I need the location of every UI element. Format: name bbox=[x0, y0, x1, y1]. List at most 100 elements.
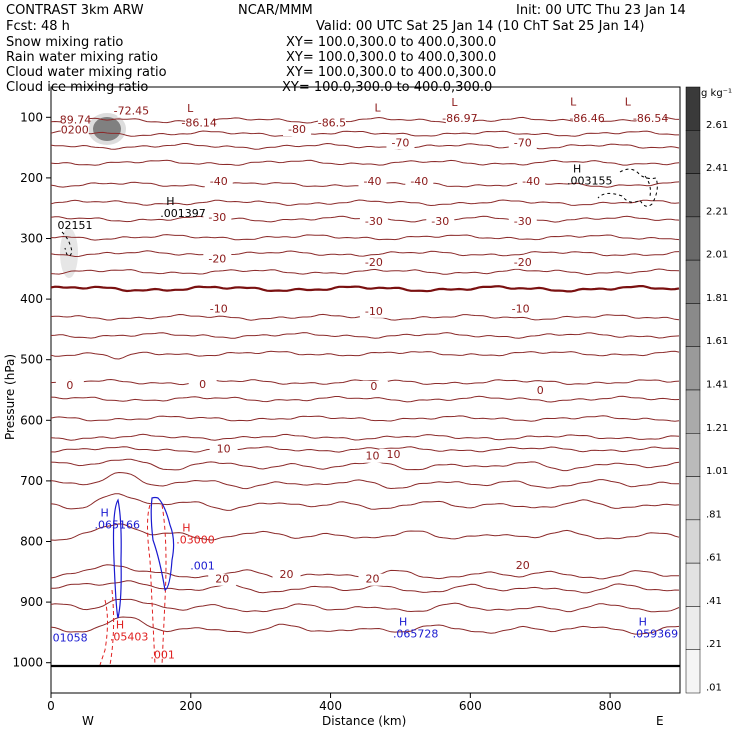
y-tick-label: 100 bbox=[20, 110, 43, 124]
plot-frame bbox=[50, 86, 681, 694]
cloud-ice-contour-2 bbox=[597, 168, 658, 207]
extremum-mark: H bbox=[573, 163, 581, 176]
colorbar-swatch bbox=[685, 173, 701, 218]
extremum-value: .003155 bbox=[567, 175, 613, 188]
y-tick-label: 700 bbox=[20, 474, 43, 488]
colorbar-swatch bbox=[685, 389, 701, 434]
colorbar-swatch bbox=[685, 519, 701, 564]
contour-label-bg bbox=[204, 176, 233, 189]
field-snow-name: Snow mixing ratio bbox=[6, 35, 123, 50]
extremum-value: .03000 bbox=[176, 534, 215, 547]
x-tick-label: 800 bbox=[599, 699, 622, 713]
cloud-ice-contour-3 bbox=[644, 175, 651, 197]
east-label: E bbox=[656, 714, 664, 728]
field-rain-name: Rain water mixing ratio bbox=[6, 50, 158, 65]
contour-label: 0 bbox=[199, 378, 206, 391]
contour-label-bg bbox=[117, 105, 146, 118]
contour-label-bg bbox=[517, 176, 546, 189]
contour-label: -86.5 bbox=[318, 116, 346, 129]
contour-label: 10 bbox=[386, 448, 400, 461]
contour-labels: 89.74 -72.45 -86.14 -86.5 -86.97 -86.46 -86.54… bbox=[53, 95, 679, 661]
contour-label-bg bbox=[188, 379, 217, 392]
contour-label-bg bbox=[60, 124, 89, 137]
contour-label: -10 bbox=[365, 305, 383, 318]
contour-label: -30 bbox=[365, 215, 383, 228]
extremum-mark: H bbox=[639, 615, 647, 628]
x-axis-label: Distance (km) bbox=[322, 714, 406, 728]
colorbar-swatch bbox=[685, 303, 701, 347]
contour-label-bg bbox=[358, 573, 387, 586]
extremum-value: 02151 bbox=[57, 219, 92, 232]
west-label: W bbox=[82, 714, 94, 728]
contour-label-bg bbox=[209, 443, 238, 456]
contour-label-bg bbox=[358, 176, 387, 189]
colorbar-swatch bbox=[685, 130, 701, 174]
cloud-ice-contour-1 bbox=[61, 231, 73, 257]
isotherm-line bbox=[50, 523, 680, 541]
contour-label: -86.46 bbox=[569, 112, 604, 125]
contour-label: 10 bbox=[365, 450, 379, 463]
contour-label-bg bbox=[426, 216, 455, 229]
isotherm-line bbox=[50, 395, 680, 403]
colorbar-swatch bbox=[685, 86, 701, 131]
colorbar-tick-label: 1.41 bbox=[706, 380, 728, 391]
extremum-mark: H bbox=[101, 506, 109, 519]
contour-label: 20 bbox=[516, 559, 530, 572]
contour-label: 0 bbox=[66, 379, 73, 392]
contour-label-bg bbox=[359, 256, 388, 269]
field-cloud-water-xy: XY= 100.0,300.0 to 400.0,300.0 bbox=[286, 65, 496, 80]
contour-label: -86.97 bbox=[442, 112, 477, 125]
contour-label-bg bbox=[61, 114, 90, 127]
colorbar-tick-label: 1.81 bbox=[706, 293, 728, 304]
contour-label-bg bbox=[508, 559, 537, 572]
extremum-mark: L bbox=[625, 95, 632, 108]
contour-label-bg bbox=[283, 124, 312, 137]
contour-label-bg bbox=[526, 385, 555, 398]
extremum-value: .001397 bbox=[160, 207, 206, 220]
contour-label: -30 bbox=[514, 215, 532, 228]
isotherm-line bbox=[50, 433, 680, 441]
colorbar-tick-label: 2.01 bbox=[706, 250, 728, 261]
contour-label-bg bbox=[636, 113, 665, 126]
y-axis: 100 200 300 400 500 600 700 800 900 1000 bbox=[12, 110, 51, 670]
colorbar-swatch bbox=[685, 649, 701, 694]
colorbar-swatch bbox=[685, 216, 701, 261]
contour-label-bg bbox=[508, 137, 537, 150]
contour-label: -40 bbox=[410, 175, 428, 188]
cloud-water-contour-1 bbox=[112, 498, 122, 619]
colorbar-tick-label: .01 bbox=[706, 683, 722, 694]
contour-label: -20 bbox=[365, 256, 383, 269]
y-tick-label: 400 bbox=[20, 292, 43, 306]
y-tick-label: 600 bbox=[20, 413, 43, 427]
contour-label-bg bbox=[445, 113, 474, 126]
header-title: CONTRAST 3km ARW bbox=[6, 3, 144, 18]
isotherm-line bbox=[50, 378, 680, 386]
contour-label: 0200 bbox=[61, 124, 89, 137]
contour-label-bg bbox=[185, 117, 214, 130]
isotherm-line bbox=[50, 415, 680, 422]
contour-label: 20 bbox=[280, 568, 294, 581]
isotherm-line bbox=[50, 458, 680, 472]
x-tick-label: 200 bbox=[179, 699, 202, 713]
isotherm-line bbox=[50, 350, 680, 360]
colorbar-swatch bbox=[685, 562, 701, 607]
contour-label: 0 bbox=[370, 380, 377, 393]
contour-label-bg bbox=[359, 216, 388, 229]
field-cloud-water-name: Cloud water mixing ratio bbox=[6, 65, 167, 80]
contour-label-bg bbox=[379, 448, 408, 461]
contour-label-bg bbox=[208, 573, 237, 586]
colorbar-swatch bbox=[685, 476, 701, 521]
isotherm-line bbox=[50, 199, 680, 207]
contour-label: -86.54 bbox=[633, 112, 668, 125]
contour-label: -80 bbox=[288, 123, 306, 136]
colorbar-tick-label: .81 bbox=[706, 509, 722, 520]
ice-shade bbox=[60, 228, 78, 278]
extremum-value: .065728 bbox=[393, 627, 439, 640]
extremum-mark: L bbox=[570, 95, 577, 108]
contour-label: -40 bbox=[210, 175, 228, 188]
y-tick-label: 1000 bbox=[12, 656, 43, 670]
isotherm-line bbox=[50, 130, 679, 137]
y-tick-label: 500 bbox=[20, 353, 43, 367]
extremum-mark: L bbox=[374, 102, 381, 115]
cloud-water-contour-2 bbox=[150, 496, 175, 591]
